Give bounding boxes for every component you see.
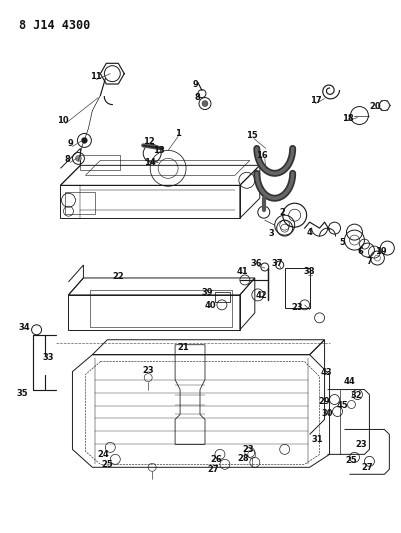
Text: 9: 9: [67, 139, 73, 148]
Text: 30: 30: [321, 409, 332, 418]
Circle shape: [75, 156, 81, 161]
Text: 25: 25: [345, 456, 356, 465]
Text: 1: 1: [175, 129, 180, 138]
Text: 34: 34: [19, 324, 30, 332]
Text: 15: 15: [245, 131, 257, 140]
Text: 37: 37: [271, 259, 283, 268]
Text: 18: 18: [341, 114, 352, 123]
Text: 17: 17: [309, 96, 321, 105]
Text: 11: 11: [90, 72, 102, 81]
Text: 26: 26: [210, 455, 221, 464]
Text: 24: 24: [97, 450, 109, 459]
Text: 23: 23: [241, 445, 253, 454]
Circle shape: [81, 138, 87, 143]
Text: 39: 39: [201, 288, 212, 297]
Text: 38: 38: [303, 268, 315, 277]
Text: 14: 14: [144, 158, 156, 167]
Text: 7: 7: [366, 256, 371, 265]
Text: 41: 41: [237, 268, 248, 277]
Text: 29: 29: [318, 397, 330, 406]
Text: 32: 32: [350, 391, 361, 400]
Text: 6: 6: [356, 247, 363, 255]
Text: 40: 40: [204, 301, 215, 310]
Text: 19: 19: [374, 247, 385, 255]
Text: 25: 25: [101, 460, 113, 469]
Text: 45: 45: [336, 401, 348, 410]
Text: 2: 2: [279, 208, 285, 217]
Circle shape: [201, 101, 207, 107]
Text: 31: 31: [311, 435, 322, 444]
Text: 28: 28: [237, 454, 248, 463]
Text: 20: 20: [369, 102, 380, 111]
Text: 13: 13: [153, 146, 164, 155]
Text: 8: 8: [194, 93, 199, 102]
Text: 21: 21: [177, 343, 188, 352]
Text: 8 J14 4300: 8 J14 4300: [18, 19, 90, 32]
Text: 16: 16: [255, 151, 267, 160]
Text: 4: 4: [306, 228, 312, 237]
Text: 8: 8: [65, 155, 70, 164]
Text: 22: 22: [112, 272, 124, 281]
Text: 35: 35: [17, 389, 28, 398]
Text: 42: 42: [255, 292, 267, 301]
Text: 33: 33: [43, 353, 54, 362]
Text: 27: 27: [207, 465, 218, 474]
Text: 3: 3: [268, 229, 274, 238]
Text: 5: 5: [339, 238, 344, 247]
Text: 10: 10: [57, 116, 68, 125]
Text: 23: 23: [291, 303, 303, 312]
Text: 12: 12: [143, 137, 155, 146]
Text: 9: 9: [192, 80, 197, 89]
Text: 23: 23: [142, 366, 154, 375]
Text: 36: 36: [249, 259, 261, 268]
Text: 44: 44: [343, 377, 354, 386]
Text: 23: 23: [355, 440, 367, 449]
Text: 43: 43: [320, 368, 332, 377]
Text: 27: 27: [361, 463, 372, 472]
